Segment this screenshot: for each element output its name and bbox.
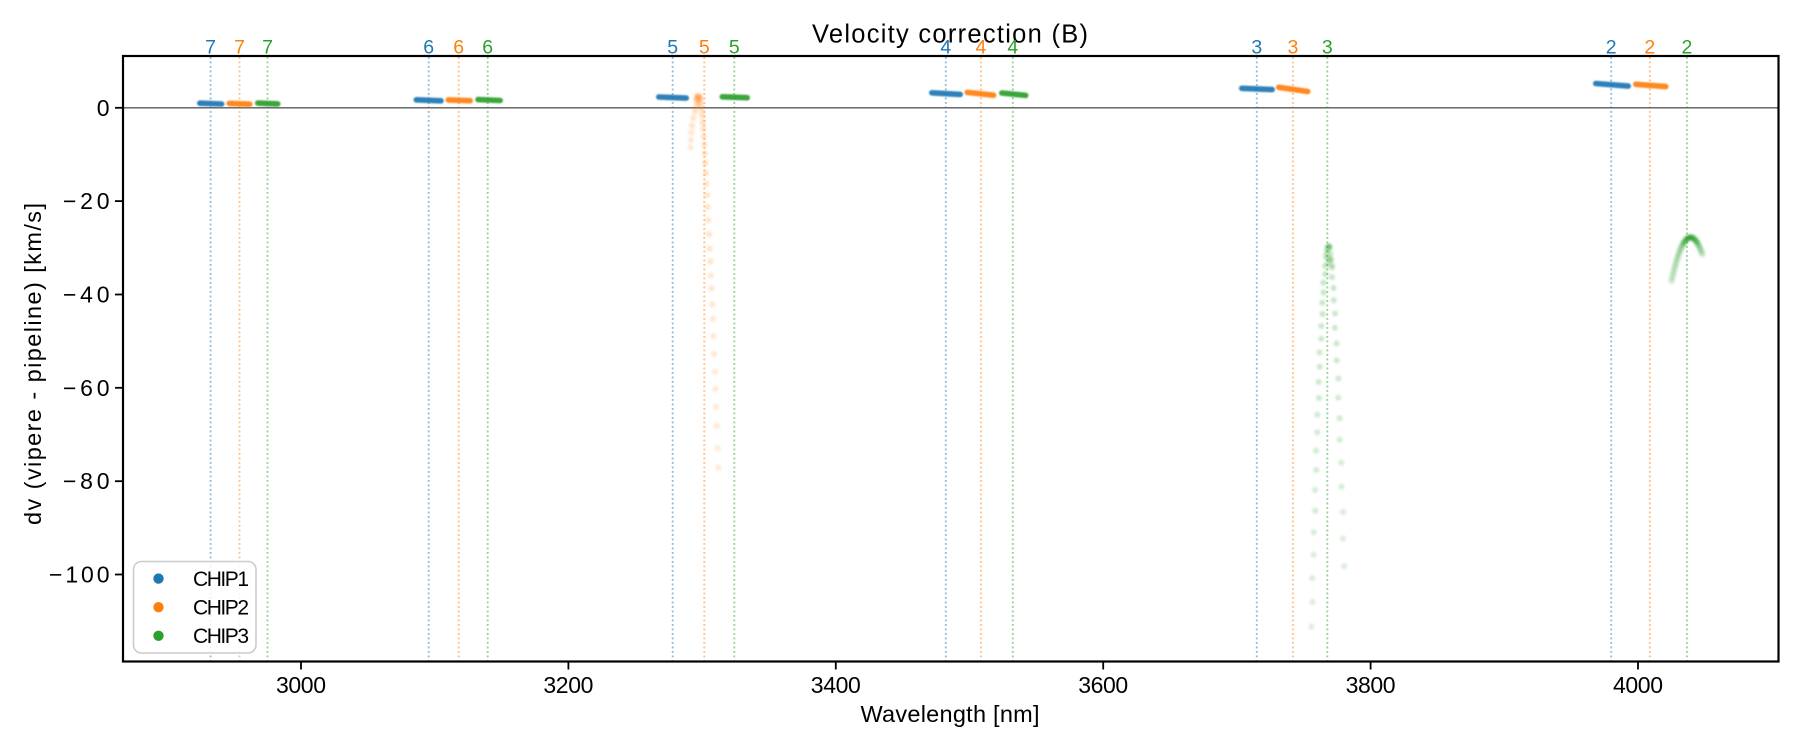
svg-text:3400: 3400 [811, 672, 861, 698]
svg-text:7: 7 [205, 37, 216, 59]
svg-text:4: 4 [940, 37, 951, 59]
svg-text:CHIP1: CHIP1 [193, 568, 249, 591]
svg-text:3200: 3200 [543, 672, 593, 698]
svg-text:3: 3 [1251, 37, 1262, 59]
svg-text:Wavelength [nm]: Wavelength [nm] [861, 701, 1040, 727]
svg-text:5: 5 [729, 37, 740, 59]
svg-text:3: 3 [1322, 37, 1333, 59]
svg-text:2: 2 [1681, 37, 1692, 59]
svg-text:3000: 3000 [276, 672, 326, 698]
svg-text:7: 7 [262, 37, 273, 59]
svg-text:−60: −60 [63, 375, 110, 401]
svg-text:−40: −40 [63, 282, 110, 308]
svg-text:6: 6 [482, 37, 493, 59]
svg-text:4: 4 [975, 37, 986, 59]
svg-text:2: 2 [1644, 37, 1655, 59]
svg-text:5: 5 [699, 37, 710, 59]
svg-text:2: 2 [1606, 37, 1617, 59]
svg-text:−20: −20 [63, 188, 110, 214]
svg-text:3600: 3600 [1078, 672, 1128, 698]
svg-text:0: 0 [97, 95, 110, 121]
svg-text:3800: 3800 [1346, 672, 1396, 698]
svg-text:5: 5 [667, 37, 678, 59]
svg-text:3: 3 [1287, 37, 1298, 59]
svg-text:4000: 4000 [1613, 672, 1663, 698]
svg-text:6: 6 [453, 37, 464, 59]
svg-text:−80: −80 [63, 468, 110, 494]
svg-text:7: 7 [234, 37, 245, 59]
svg-text:6: 6 [423, 37, 434, 59]
svg-text:CHIP3: CHIP3 [193, 625, 249, 648]
svg-text:CHIP2: CHIP2 [193, 597, 249, 620]
svg-text:4: 4 [1007, 37, 1018, 59]
svg-text:dv (vipere - pipeline) [km/s]: dv (vipere - pipeline) [km/s] [20, 203, 46, 525]
